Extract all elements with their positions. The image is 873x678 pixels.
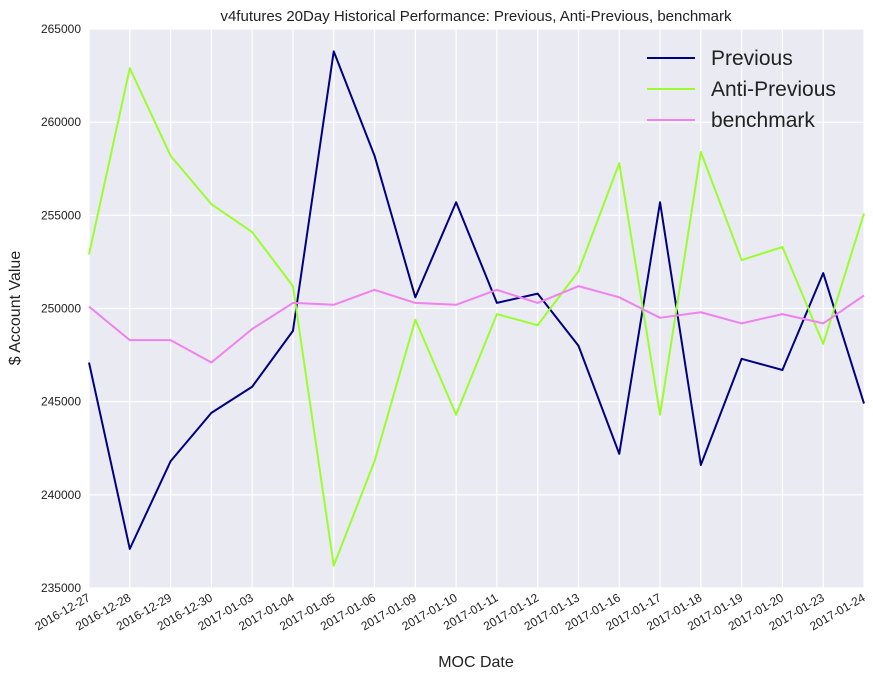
x-tick-labels: 2016-12-272016-12-282016-12-292016-12-30… bbox=[32, 590, 867, 633]
y-tick-label: 260000 bbox=[41, 115, 81, 129]
y-tick-label: 235000 bbox=[41, 581, 81, 595]
y-tick-label: 240000 bbox=[41, 488, 81, 502]
series-line-previous bbox=[88, 50, 865, 550]
legend-label: Previous bbox=[711, 47, 793, 70]
y-tick-label: 245000 bbox=[41, 395, 81, 409]
legend-label: benchmark bbox=[711, 109, 815, 132]
y-tick-label: 250000 bbox=[41, 302, 81, 316]
chart-title: v4futures 20Day Historical Performance: … bbox=[220, 8, 732, 25]
y-tick-label: 265000 bbox=[41, 22, 81, 36]
series-line-benchmark bbox=[88, 285, 865, 364]
x-axis-label: MOC Date bbox=[438, 654, 514, 671]
grid-lines bbox=[88, 28, 865, 589]
y-tick-label: 255000 bbox=[41, 208, 81, 222]
series-lines bbox=[88, 50, 865, 567]
series-line-anti-previous bbox=[88, 67, 865, 567]
legend-label: Anti-Previous bbox=[711, 78, 836, 101]
y-axis-label: $ Account Value bbox=[7, 251, 24, 366]
legend: Previous Anti-Previous benchmark bbox=[647, 47, 836, 132]
y-tick-labels: 235000 240000 245000 250000 255000 260000 2650… bbox=[41, 22, 81, 595]
